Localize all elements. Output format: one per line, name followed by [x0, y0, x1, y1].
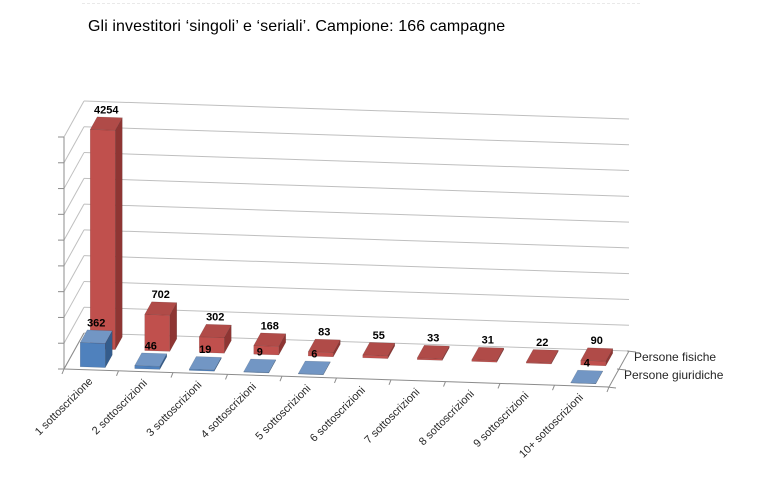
data-label: 19: [199, 344, 211, 356]
data-label: 55: [373, 330, 385, 342]
bar-top-persone-fisiche-cat6: [362, 342, 396, 357]
category-axis-tick: [116, 370, 119, 376]
data-label: 33: [427, 333, 439, 345]
category-label: 8 sottoscrizioni: [417, 388, 477, 448]
bar-top-persone-fisiche-cat2: [144, 301, 178, 316]
category-label: 5 sottoscrizioni: [253, 383, 313, 443]
series-axis-tick: [626, 350, 637, 353]
faint-top-line: [82, 3, 640, 4]
category-axis-tick: [279, 376, 283, 382]
left-wall-gridline: [63, 229, 85, 267]
category-axis-tick: [606, 386, 610, 393]
back-wall-gridline: [83, 100, 630, 120]
data-label: 702: [152, 289, 170, 301]
data-label: 168: [261, 320, 279, 332]
bar-top-persone-giuridiche-cat4: [243, 358, 277, 373]
bar-top-persone-fisiche-cat1: [89, 116, 123, 131]
data-label: 4: [584, 358, 591, 370]
category-label: 3 sottoscrizioni: [144, 379, 204, 439]
left-wall-gridline: [63, 126, 85, 164]
data-label: 9: [257, 346, 263, 358]
left-wall-gridline: [63, 178, 85, 215]
bar-top-persone-fisiche-cat4: [253, 332, 287, 347]
category-axis-tick: [443, 381, 446, 387]
bar-top-persone-fisiche-cat10: [580, 347, 614, 362]
series-axis-label-persone-giuridiche: Persone giuridiche: [624, 368, 724, 382]
category-axis-tick: [334, 377, 337, 384]
bar-top-persone-giuridiche-cat1: [79, 329, 113, 344]
floor-left-edge: [63, 332, 85, 370]
bar-top-persone-fisiche-cat7: [416, 345, 450, 359]
bar-top-persone-giuridiche-cat5: [297, 360, 331, 375]
back-wall-gridline: [83, 203, 630, 223]
data-label: 31: [482, 335, 494, 347]
back-wall-gridline: [83, 152, 630, 172]
data-label: 302: [206, 312, 224, 324]
bar-top-persone-fisiche-cat5: [307, 338, 341, 353]
left-wall-gridline: [63, 255, 85, 292]
category-axis-tick: [225, 374, 228, 380]
bar-side-persone-fisiche-cat1: [115, 116, 123, 351]
category-label: 6 sottoscrizioni: [308, 385, 368, 445]
series-axis-tick: [616, 368, 627, 371]
left-wall-gridline: [63, 281, 85, 318]
category-label: 2 sottoscrizioni: [90, 377, 150, 437]
category-axis-tick: [388, 379, 392, 385]
series-axis-tick: [606, 386, 617, 389]
category-label: 4 sottoscrizioni: [199, 381, 259, 441]
left-wall-gridline: [63, 152, 85, 189]
category-label: 9 sottoscrizioni: [471, 390, 531, 450]
back-wall-gridline: [83, 177, 630, 197]
category-label: 1 sottoscrizione: [33, 376, 96, 439]
series-axis-label-persone-fisiche: Persone fisiche: [634, 350, 716, 364]
category-axis-tick: [61, 368, 65, 375]
data-label: 362: [87, 317, 105, 329]
bar-top-persone-giuridiche-cat3: [188, 356, 222, 371]
data-label: 4254: [94, 104, 119, 116]
category-label: 7 sottoscrizioni: [362, 386, 422, 446]
bar-top-persone-fisiche-cat9: [525, 349, 559, 364]
category-axis-tick: [497, 383, 501, 389]
category-axis-tick: [552, 385, 555, 391]
category-axis-tick: [170, 372, 174, 378]
back-wall-gridline: [83, 126, 630, 146]
bar-top-persone-fisiche-cat8: [471, 346, 505, 361]
data-label: 46: [145, 340, 157, 352]
left-wall-gridline: [63, 306, 85, 344]
data-label: 6: [311, 348, 317, 360]
bar-top-persone-giuridiche-cat10: [570, 369, 604, 384]
bar-top-persone-fisiche-cat3: [198, 323, 232, 338]
data-label: 83: [318, 327, 330, 339]
back-wall-gridline: [83, 280, 630, 300]
left-wall-gridline: [63, 203, 85, 241]
bar-top-persone-giuridiche-cat2: [134, 352, 168, 367]
data-label: 90: [591, 335, 603, 347]
bar-persone-giuridiche-cat1: [79, 342, 106, 368]
chart-title: Gli investitori ‘singoli’ e ‘seriali’. C…: [88, 18, 506, 35]
data-label: 22: [536, 337, 548, 349]
left-wall-gridline: [63, 100, 85, 138]
back-wall-gridline: [83, 255, 630, 275]
back-wall-gridline: [83, 229, 630, 249]
